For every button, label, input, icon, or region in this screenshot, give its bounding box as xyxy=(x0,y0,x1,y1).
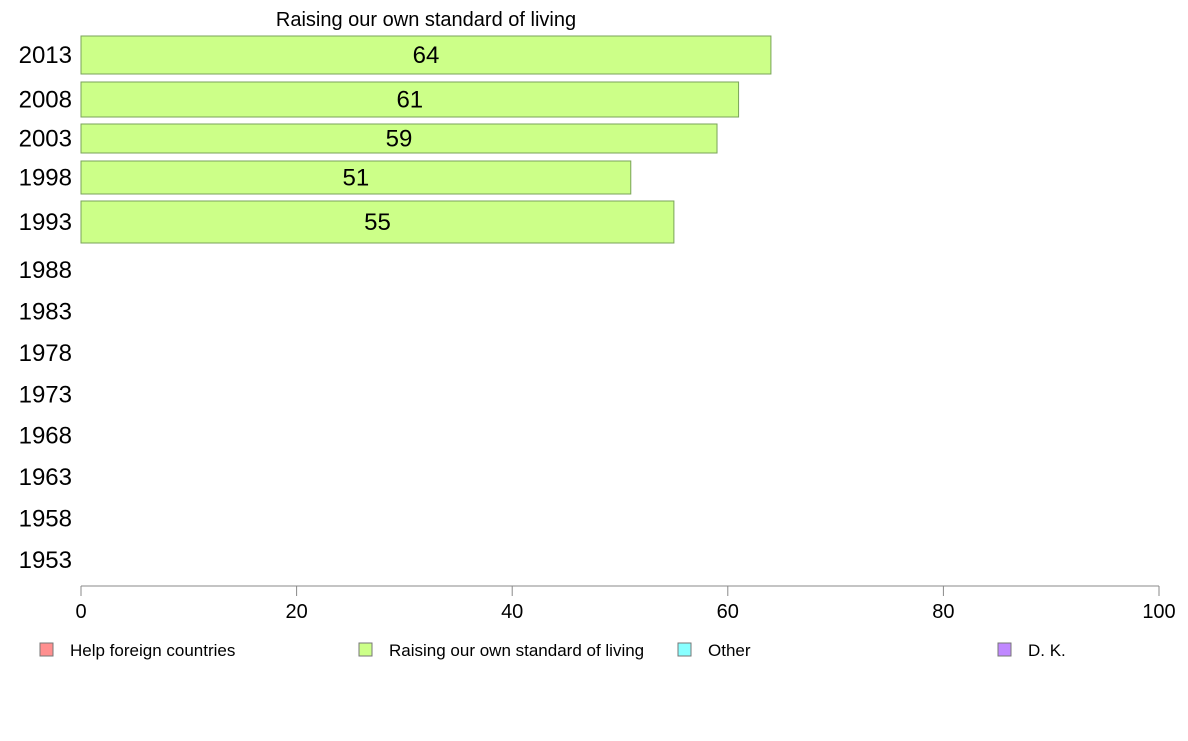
bar xyxy=(80,123,718,154)
y-tick-label: 2003 xyxy=(19,126,72,153)
x-axis: 0 20 40 60 80 100 xyxy=(75,585,1176,623)
legend-swatch xyxy=(358,642,373,657)
legend-swatch xyxy=(39,642,54,657)
legend-label: Raising our own standard of living xyxy=(389,641,644,660)
y-tick-label: 1988 xyxy=(19,257,72,284)
bar xyxy=(80,200,675,244)
x-tick-label: 100 xyxy=(1142,601,1175,623)
x-tick-label: 40 xyxy=(501,601,523,623)
legend: Help foreign countries Raising our own st… xyxy=(39,641,1066,660)
x-tick-label: 80 xyxy=(932,601,954,623)
bar xyxy=(80,160,632,195)
bar-value-label: 61 xyxy=(396,87,423,114)
y-tick-label: 1973 xyxy=(19,382,72,409)
legend-swatch xyxy=(677,642,692,657)
y-tick-label: 1993 xyxy=(19,209,72,236)
bar xyxy=(80,35,772,75)
y-tick-label: 2008 xyxy=(19,87,72,114)
x-tick-label: 60 xyxy=(717,601,739,623)
x-tick-label: 0 xyxy=(75,601,86,623)
bar-value-label: 55 xyxy=(364,209,391,236)
y-tick-label: 1998 xyxy=(19,165,72,192)
bar-value-label: 51 xyxy=(343,165,370,192)
x-tick-label: 20 xyxy=(285,601,307,623)
y-tick-label: 1968 xyxy=(19,423,72,450)
legend-label: Other xyxy=(708,641,751,660)
legend-label: D. K. xyxy=(1028,641,1066,660)
y-tick-label: 1963 xyxy=(19,464,72,491)
legend-swatch xyxy=(997,642,1012,657)
y-axis-labels: 2013 2008 2003 1998 1993 1988 1983 1978 1973 1968… xyxy=(19,42,72,574)
y-tick-label: 1978 xyxy=(19,340,72,367)
chart-title: Raising our own standard of living xyxy=(276,9,576,31)
bar xyxy=(80,81,740,118)
y-tick-label: 1958 xyxy=(19,506,72,533)
bar-value-label: 59 xyxy=(386,126,413,153)
bar-value-label: 64 xyxy=(413,42,440,69)
y-tick-label: 2013 xyxy=(19,42,72,69)
bars: 64 61 59 51 55 xyxy=(80,35,772,244)
y-tick-label: 1953 xyxy=(19,547,72,574)
y-tick-label: 1983 xyxy=(19,299,72,326)
legend-label: Help foreign countries xyxy=(70,641,235,660)
